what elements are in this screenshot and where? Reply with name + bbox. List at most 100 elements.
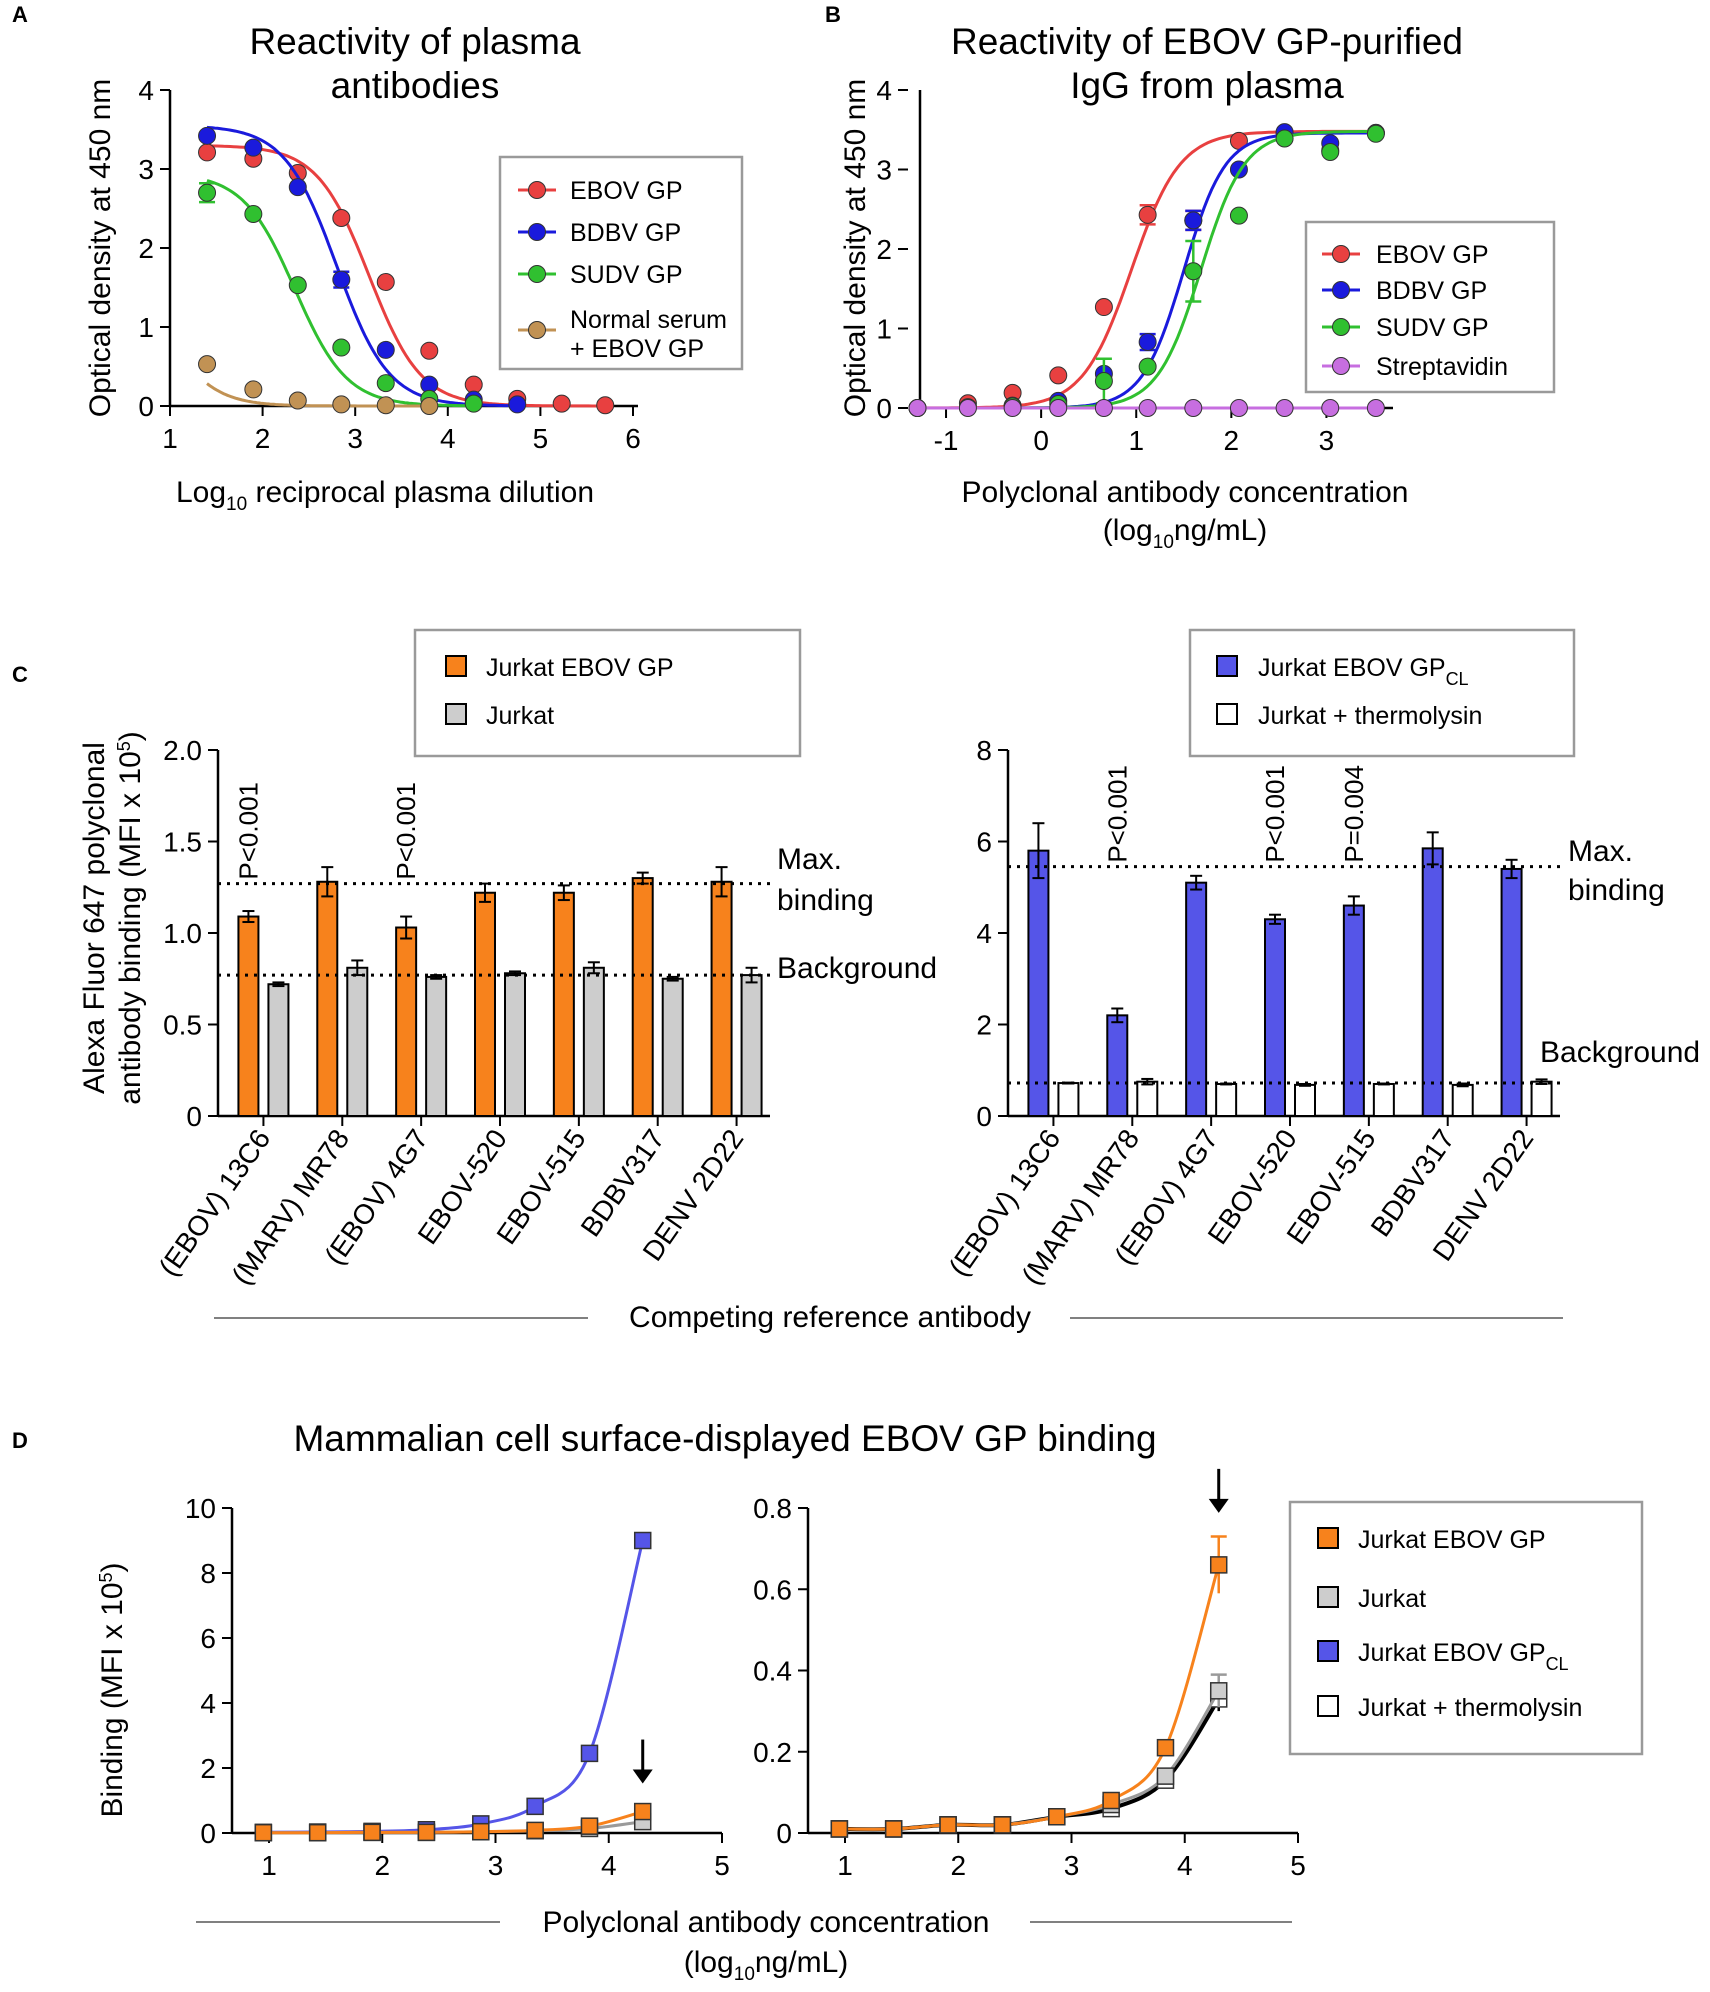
series-jurkat-ebov-gp-point [939,1816,957,1834]
panel-b-x-label: Polyclonal antibody concentration [962,476,1409,509]
series-jurkat-ebov-gp-point [1048,1808,1066,1826]
panel-dr-xtick-label: 4 [1177,1850,1193,1881]
panel-a-ytick-label: 3 [138,154,154,185]
legend-b-ebov-marker [1332,245,1350,263]
series-sudv-gp-point [1094,371,1113,390]
panel-b-ytick-label: 0 [876,393,892,424]
panel-b-xtick-label: 0 [1033,425,1049,456]
panel-d-x-label: Polyclonal antibody concentration [543,1906,990,1939]
panel-b-title-line1: Reactivity of EBOV GP-purified [951,21,1463,62]
series-streptavidin-point [1229,399,1248,417]
series-ebov-gp-point [420,341,439,360]
panel-a-xtick-label: 5 [533,423,549,454]
p-value-annotation: P<0.001 [233,782,263,880]
legend-b-sudv-label: SUDV GP [1376,314,1489,342]
series-jurkat-ebov-gp-cl-curve [263,1540,645,1834]
series-bdbv-gp-point [244,138,263,157]
legend-c-white-label: Jurkat + thermolysin [1258,702,1482,730]
panel-c-left-bars: P<0.001 P<0.001 [218,782,770,1118]
bar-cl-control [582,966,605,1118]
panel-dl-ytick-label: 2 [200,1753,216,1784]
series-ebov-gp-point [332,208,351,227]
series-ebov-gp-point [464,375,483,394]
panel-a-xtick-label: 2 [255,423,271,454]
legend-d-label-2: Jurkat EBOV GPCL [1358,1639,1569,1674]
panel-b-ticks: -1 0 1 2 3 0 1 2 3 4 [876,75,1334,456]
series-bdbv-gp-point [508,395,527,414]
panel-a-legend-items: EBOV GP BDBV GP SUDV GP Normal serum + E… [518,177,727,363]
panel-d-left-series [254,1531,653,1842]
series-streptavidin-point [908,399,927,417]
series-jurkat-ebov-gp-point [363,1823,381,1842]
panel-c-chart: Jurkat EBOV GP Jurkat Jurkat EBOV GPCL J… [78,628,1700,1334]
panel-a-xtick-label: 1 [162,423,178,454]
series-jurkat-ebov-gp-point [580,1817,599,1835]
series-streptavidin-point [1094,399,1113,417]
panel-cl-ytick-label: 1.0 [163,918,202,949]
panel-a-xtick-label: 6 [625,423,641,454]
panel-b-xtick-label: -1 [934,425,959,456]
bar-cr-treated [1106,1014,1129,1117]
panel-dr-xtick-label: 2 [950,1850,966,1881]
series-sudv-gp-point [1138,357,1157,376]
series-normal-serum-ebov-gp-point [198,355,217,374]
legend-a-bdbv-label: BDBV GP [570,219,681,247]
panel-c-right-bars: P<0.001 P<0.001 P=0.004 [1008,765,1560,1118]
legend-c-purple-swatch [1216,655,1238,677]
panel-dr-ytick-label: 0.8 [753,1493,792,1524]
series-sudv-gp-point [288,276,307,295]
panel-d-legend [1288,1500,1644,1756]
panel-b-ytick-label: 1 [876,314,892,345]
bar-cl-control [740,974,763,1118]
panel-cl-ytick-label: 0.5 [163,1010,202,1041]
legend-a-normal-label-line1: Normal serum [570,306,727,334]
panel-b-ytick-label: 3 [876,155,892,186]
panel-dl-xtick-label: 1 [261,1850,277,1881]
panel-d-right-series [830,1468,1229,1838]
legend-c-gray-label: Jurkat [486,702,554,730]
panel-dr-xtick-label: 5 [1290,1850,1306,1881]
legend-b-strep-marker [1332,357,1350,375]
panel-d-legend-items: Jurkat EBOV GP Jurkat Jurkat EBOV GPCL Jurk… [1317,1526,1582,1722]
series-streptavidin-point [1275,399,1294,417]
panel-dr-ytick-label: 0.4 [753,1656,792,1687]
panel-c-left-max-label-line1: Max. [777,843,842,876]
series-ebov-gp-curve [206,144,606,408]
series-streptavidin-point [958,399,977,417]
legend-c-white-swatch [1216,703,1238,725]
panel-a-series [198,125,615,415]
panel-d-x-unit: (log10ng/mL) [684,1946,849,1985]
panel-cl-ytick-label: 1.5 [163,827,202,858]
panel-dl-xtick-label: 3 [488,1850,504,1881]
bar-cr-treated [1027,849,1050,1118]
legend-a-bdbv-marker [528,223,546,241]
series-jurkat-ebov-gp-point [1156,1738,1175,1757]
series-sudv-gp-point [1321,143,1340,162]
bar-cr-control [1530,1080,1553,1117]
legend-c-orange-swatch [445,655,467,677]
panel-a-y-label: Optical density at 450 nm [84,79,117,418]
panel-cr-ytick-label: 4 [976,918,992,949]
bar-cr-control [1294,1083,1316,1118]
panel-d-y-label: Binding (MFI x 105) [96,1562,129,1817]
panel-a-ytick-label: 0 [138,391,154,422]
series-ebov-gp-point [376,272,395,291]
panel-b-chart: Reactivity of EBOV GP-purified IgG from … [839,21,1556,553]
panel-dr-xtick-label: 1 [837,1850,853,1881]
bar-cr-treated [1421,847,1444,1117]
bar-cl-control [346,966,369,1118]
series-normal-serum-ebov-gp-point [420,397,439,415]
series-normal-serum-ebov-gp-point [288,391,307,410]
series-jurkat-ebov-gp-point [254,1823,273,1842]
panel-d-chart: Mammalian cell surface-displayed EBOV GP… [96,1418,1644,1985]
legend-b-strep-label: Streptavidin [1376,353,1508,381]
panel-b-xtick-label: 2 [1224,425,1240,456]
series-jurkat-ebov-gp-point [526,1821,544,1840]
panel-dl-ytick-label: 0 [200,1818,216,1849]
bar-cr-control [1451,1083,1474,1118]
series-bdbv-gp-point [376,340,395,359]
panel-a-ytick-label: 4 [138,75,154,106]
series-normal-serum-ebov-gp-point [332,395,351,414]
